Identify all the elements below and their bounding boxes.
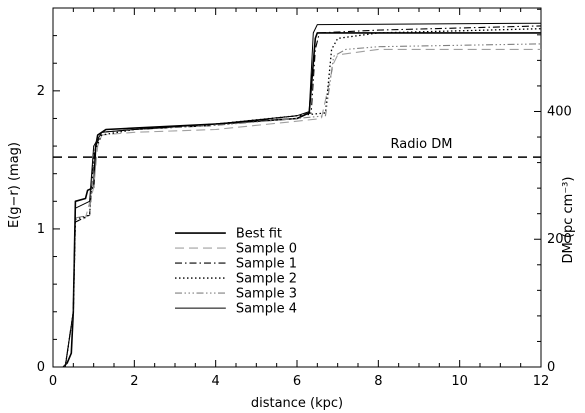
legend-label-0: Best fit	[236, 227, 282, 242]
y-tick-label-left: 1	[37, 222, 45, 237]
series-line-0	[62, 32, 541, 368]
x-tick-label: 4	[212, 374, 220, 389]
y-axis-label-left: E(g−r) (mag)	[7, 142, 22, 228]
y-tick-label-left: 0	[37, 360, 45, 375]
plot-frame	[52, 7, 542, 368]
series-line-1	[64, 48, 541, 368]
y-tick-label-left: 2	[37, 84, 45, 99]
series-line-3	[64, 28, 542, 368]
y-tick-label-right: 0	[547, 360, 555, 375]
x-tick-label: 8	[374, 374, 382, 389]
legend-label-5: Sample 4	[236, 302, 297, 317]
legend-label-3: Sample 2	[236, 272, 297, 287]
x-tick-label: 12	[533, 374, 550, 389]
series-line-4	[64, 43, 542, 368]
legend-label-2: Sample 1	[236, 257, 297, 272]
x-axis-label: distance (kpc)	[251, 396, 343, 411]
x-tick-label: 6	[293, 374, 301, 389]
x-tick-label: 10	[451, 374, 468, 389]
legend-label-4: Sample 3	[236, 287, 297, 302]
y-tick-label-right: 200	[547, 232, 572, 247]
series-line-2	[64, 25, 542, 368]
y-axis-label-right: DM (pc cm⁻³)	[561, 177, 576, 264]
legend-label-1: Sample 0	[236, 242, 297, 257]
series-line-5	[64, 22, 542, 368]
x-tick-label: 2	[130, 374, 138, 389]
series-lines	[62, 22, 542, 368]
radio-dm-label: Radio DM	[391, 137, 453, 152]
x-tick-label: 0	[49, 374, 57, 389]
y-tick-label-right: 400	[547, 104, 572, 119]
